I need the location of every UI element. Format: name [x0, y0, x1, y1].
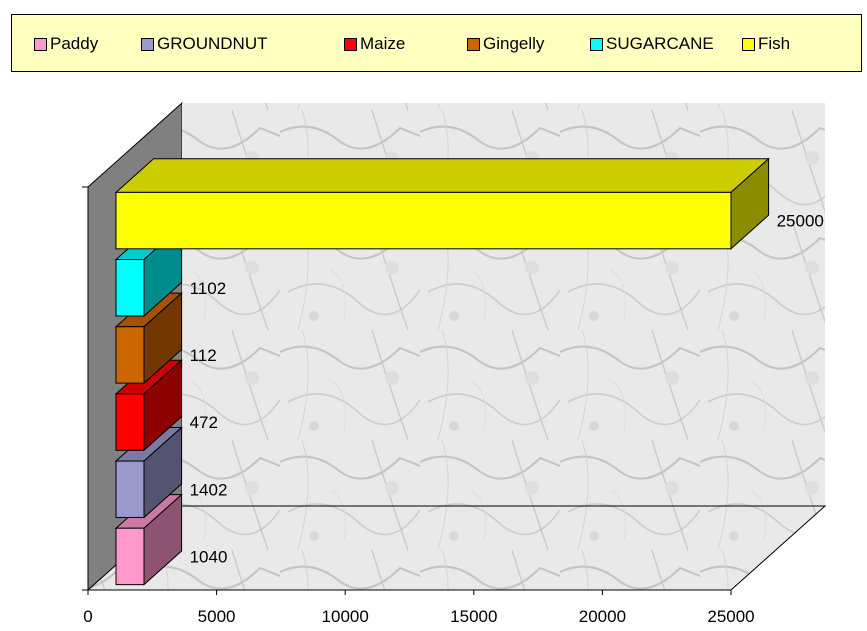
bar-top-face — [116, 159, 769, 193]
bar-fish — [116, 159, 769, 249]
x-tick-label: 25000 — [707, 607, 754, 626]
x-tick-label: 5000 — [198, 607, 236, 626]
data-label-maize: 472 — [190, 413, 218, 432]
x-tick-label: 0 — [83, 607, 92, 626]
data-label-gingelly: 112 — [190, 346, 217, 365]
bar-front-face — [116, 260, 144, 316]
data-label-paddy: 1040 — [190, 547, 228, 566]
data-label-fish: 25000 — [777, 212, 824, 231]
x-tick-label: 20000 — [579, 607, 626, 626]
bar-front-face — [116, 461, 144, 517]
data-label-sugarcane: 1102 — [190, 279, 227, 298]
bar-front-face — [116, 394, 144, 450]
x-tick-label: 10000 — [322, 607, 369, 626]
bar-front-face — [116, 327, 144, 383]
x-tick-label: 15000 — [450, 607, 497, 626]
bar-front-face — [116, 528, 144, 584]
data-label-groundnut: 1402 — [190, 480, 228, 499]
bar-front-face — [116, 192, 731, 248]
